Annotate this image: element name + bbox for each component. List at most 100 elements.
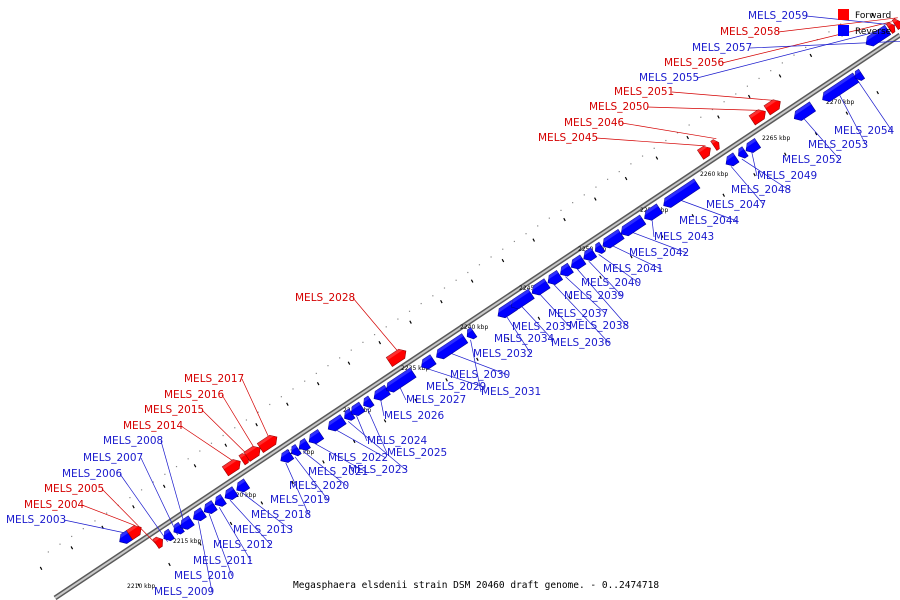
gene-arrow[interactable] [212, 494, 227, 509]
gene-label[interactable]: MELS_2011 [193, 555, 253, 567]
gene-arrow[interactable] [433, 333, 469, 362]
gene-feature[interactable] [600, 229, 625, 250]
gene-feature[interactable] [791, 101, 817, 123]
gene-feature[interactable] [296, 438, 311, 453]
gene-arrow[interactable] [234, 478, 251, 495]
gene-label[interactable]: MELS_2003 [6, 514, 66, 526]
gene-label[interactable]: MELS_2050 [589, 101, 649, 113]
gene-label[interactable]: MELS_2059 [748, 10, 808, 22]
gene-arrow[interactable] [126, 523, 145, 541]
gene-label[interactable]: MELS_2004 [24, 499, 84, 511]
gene-label[interactable]: MELS_2042 [629, 247, 689, 259]
gene-label[interactable]: MELS_2016 [164, 389, 224, 401]
gene-label[interactable]: MELS_2043 [654, 231, 714, 243]
gene-feature[interactable] [697, 143, 713, 160]
gene-feature[interactable] [723, 152, 740, 169]
gene-label[interactable]: MELS_2012 [213, 539, 273, 551]
gene-arrow[interactable] [371, 384, 391, 403]
gene-label[interactable]: MELS_2046 [564, 117, 624, 129]
gene-label[interactable]: MELS_2020 [289, 480, 349, 492]
gene-feature[interactable] [641, 203, 663, 223]
gene-arrow[interactable] [348, 401, 366, 418]
gene-label[interactable]: MELS_2055 [639, 72, 699, 84]
gene-label[interactable]: MELS_2025 [387, 447, 447, 459]
gene-label[interactable]: MELS_2056 [664, 57, 724, 69]
gene-feature[interactable] [545, 270, 564, 287]
gene-label[interactable]: MELS_2045 [538, 132, 598, 144]
gene-feature[interactable] [171, 522, 185, 536]
gene-label[interactable]: MELS_2041 [603, 263, 663, 275]
gene-feature[interactable] [306, 429, 325, 447]
gene-feature[interactable] [221, 457, 243, 477]
gene-feature[interactable] [256, 432, 280, 454]
gene-feature[interactable] [529, 278, 551, 298]
gene-label[interactable]: MELS_2022 [328, 452, 388, 464]
gene-arrow[interactable] [581, 247, 598, 264]
gene-arrow[interactable] [464, 327, 478, 342]
gene-label[interactable]: MELS_2030 [450, 369, 510, 381]
gene-label[interactable]: MELS_2024 [367, 435, 427, 447]
gene-arrow[interactable] [743, 138, 762, 155]
gene-arrow[interactable] [545, 270, 564, 287]
gene-arrow[interactable] [600, 229, 625, 250]
gene-arrow[interactable] [243, 443, 263, 462]
gene-label[interactable]: MELS_2029 [426, 381, 486, 393]
gene-arrow[interactable] [791, 101, 817, 123]
gene-feature[interactable] [557, 262, 574, 279]
gene-feature[interactable] [433, 333, 469, 362]
gene-label[interactable]: MELS_2018 [251, 509, 311, 521]
gene-label[interactable]: MELS_2057 [692, 42, 752, 54]
gene-feature[interactable] [177, 515, 195, 532]
gene-label[interactable]: MELS_2047 [706, 199, 766, 211]
gene-arrow[interactable] [256, 432, 280, 454]
gene-label[interactable]: MELS_2048 [731, 184, 791, 196]
gene-arrow[interactable] [697, 143, 713, 160]
gene-feature[interactable] [201, 500, 218, 517]
gene-arrow[interactable] [341, 408, 356, 423]
gene-label[interactable]: MELS_2007 [83, 452, 143, 464]
gene-feature[interactable] [885, 21, 897, 34]
gene-feature[interactable] [863, 24, 892, 49]
gene-arrow[interactable] [418, 354, 437, 372]
gene-arrow[interactable] [592, 241, 606, 256]
gene-feature[interactable] [243, 443, 263, 462]
gene-arrow[interactable] [361, 395, 375, 410]
gene-feature[interactable] [383, 367, 417, 395]
gene-arrow[interactable] [863, 24, 892, 49]
gene-label[interactable]: MELS_2034 [494, 333, 554, 345]
gene-arrow[interactable] [618, 214, 647, 239]
gene-label[interactable]: MELS_2052 [782, 154, 842, 166]
gene-arrow[interactable] [820, 72, 860, 104]
gene-arrow[interactable] [735, 146, 749, 161]
gene-arrow[interactable] [171, 522, 185, 536]
gene-arrow[interactable] [190, 507, 207, 524]
gene-arrow[interactable] [383, 367, 417, 395]
gene-feature[interactable] [661, 178, 701, 210]
gene-arrow[interactable] [529, 278, 551, 298]
gene-label[interactable]: MELS_2021 [308, 466, 368, 478]
gene-arrow[interactable] [325, 414, 347, 434]
gene-arrow[interactable] [891, 17, 900, 30]
gene-arrow[interactable] [885, 21, 897, 34]
gene-label[interactable]: MELS_2054 [834, 125, 894, 137]
gene-label[interactable]: MELS_2015 [144, 404, 204, 416]
gene-feature[interactable] [592, 241, 606, 256]
gene-feature[interactable] [710, 138, 722, 151]
gene-feature[interactable] [852, 68, 866, 83]
gene-arrow[interactable] [852, 68, 866, 83]
gene-label[interactable]: MELS_2040 [581, 277, 641, 289]
gene-arrow[interactable] [201, 500, 218, 517]
gene-feature[interactable] [735, 146, 749, 161]
gene-feature[interactable] [581, 247, 598, 264]
gene-label[interactable]: MELS_2023 [348, 464, 408, 476]
gene-label[interactable]: MELS_2038 [569, 320, 629, 332]
gene-label[interactable]: MELS_2019 [270, 494, 330, 506]
gene-arrow[interactable] [306, 429, 325, 447]
gene-label[interactable]: MELS_2008 [103, 435, 163, 447]
gene-arrow[interactable] [296, 438, 311, 453]
gene-label[interactable]: MELS_2036 [551, 337, 611, 349]
gene-arrow[interactable] [763, 97, 783, 116]
gene-feature[interactable] [464, 327, 478, 342]
gene-feature[interactable] [361, 395, 375, 410]
gene-label[interactable]: MELS_2058 [720, 26, 780, 38]
